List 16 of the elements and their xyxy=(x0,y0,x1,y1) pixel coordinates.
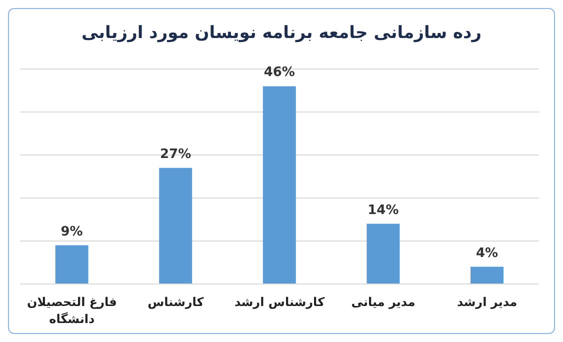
data-label: 4% xyxy=(476,246,498,261)
x-tick-label: مدیر ارشد xyxy=(456,295,518,309)
x-tick-label: کارشناس xyxy=(148,295,204,309)
x-tick-label: مدیر میانی xyxy=(351,295,416,309)
bar xyxy=(470,266,504,284)
data-label: 9% xyxy=(60,224,83,240)
x-tick-label: کارشناس ارشد xyxy=(234,295,325,309)
bar xyxy=(55,245,88,284)
data-label: 46% xyxy=(264,65,295,80)
bar xyxy=(159,168,192,284)
x-tick-label: فارغ التحصیلان دانشگاه xyxy=(26,295,117,326)
bar xyxy=(262,86,296,284)
data-label: 14% xyxy=(368,202,399,218)
data-label: 27% xyxy=(160,146,192,162)
chart-title: رده سازمانی جامعه برنامه نویسان مورد ارزیابی xyxy=(80,23,483,45)
bar xyxy=(366,224,400,284)
